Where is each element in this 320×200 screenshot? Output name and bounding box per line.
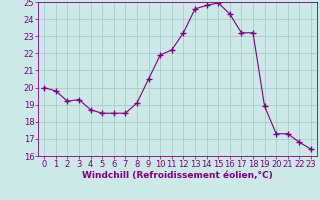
X-axis label: Windchill (Refroidissement éolien,°C): Windchill (Refroidissement éolien,°C) bbox=[82, 171, 273, 180]
